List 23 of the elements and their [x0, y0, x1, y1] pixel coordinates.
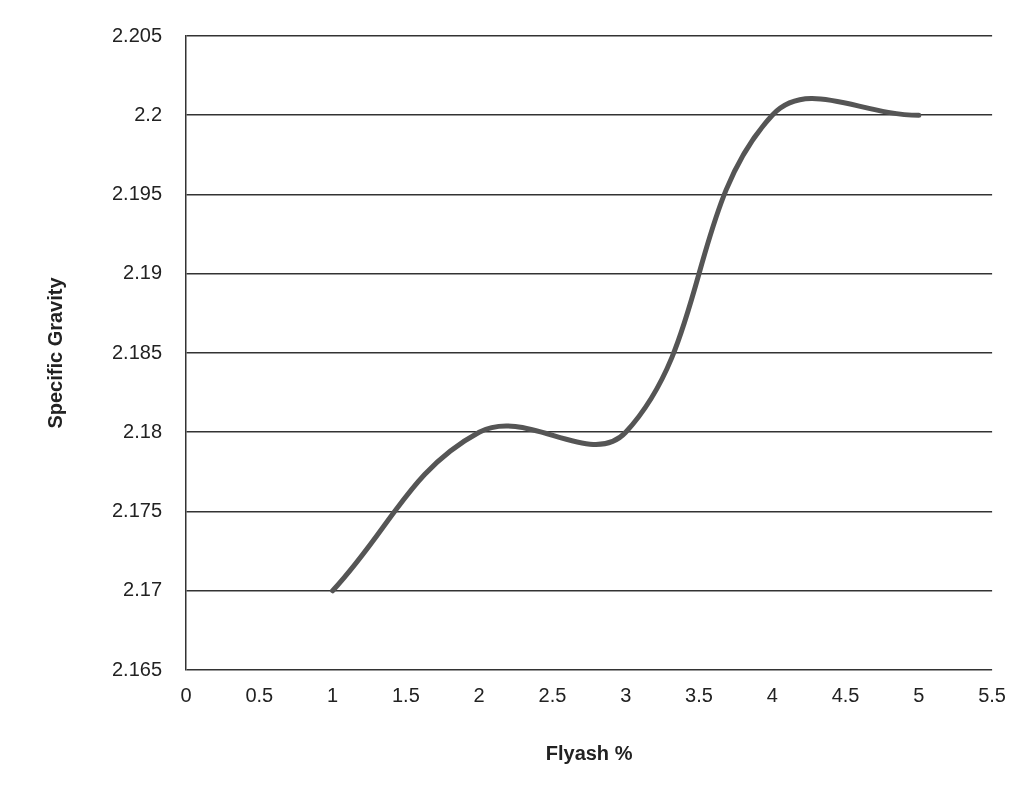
x-tick-label: 5 — [913, 683, 925, 706]
x-tick-label: 2 — [473, 683, 485, 706]
x-axis-title: Flyash % — [545, 741, 633, 764]
y-axis-title: Specific Gravity — [43, 276, 66, 429]
x-tick-label: 4 — [766, 683, 778, 706]
y-tick-label: 2.2 — [134, 102, 163, 125]
x-tick-label: 3.5 — [685, 683, 713, 706]
y-tick-label: 2.205 — [111, 23, 163, 46]
y-tick-label: 2.19 — [123, 261, 163, 284]
x-tick-label: 5.5 — [978, 683, 1006, 706]
y-tick-label: 2.18 — [123, 419, 163, 442]
x-tick-label: 0.5 — [245, 683, 274, 706]
x-tick-label: 0 — [180, 683, 192, 706]
x-tick-label: 2.5 — [538, 683, 567, 706]
y-tick-label: 2.175 — [111, 499, 163, 522]
y-tick-label: 2.195 — [111, 182, 163, 205]
x-tick-label: 3 — [620, 683, 632, 706]
x-tick-label: 1 — [327, 683, 339, 706]
x-tick-label: 4.5 — [831, 683, 860, 706]
y-tick-label: 2.165 — [111, 657, 163, 680]
y-tick-label: 2.17 — [123, 578, 163, 601]
y-tick-label: 2.185 — [111, 340, 163, 363]
x-tick-label: 1.5 — [391, 683, 420, 706]
